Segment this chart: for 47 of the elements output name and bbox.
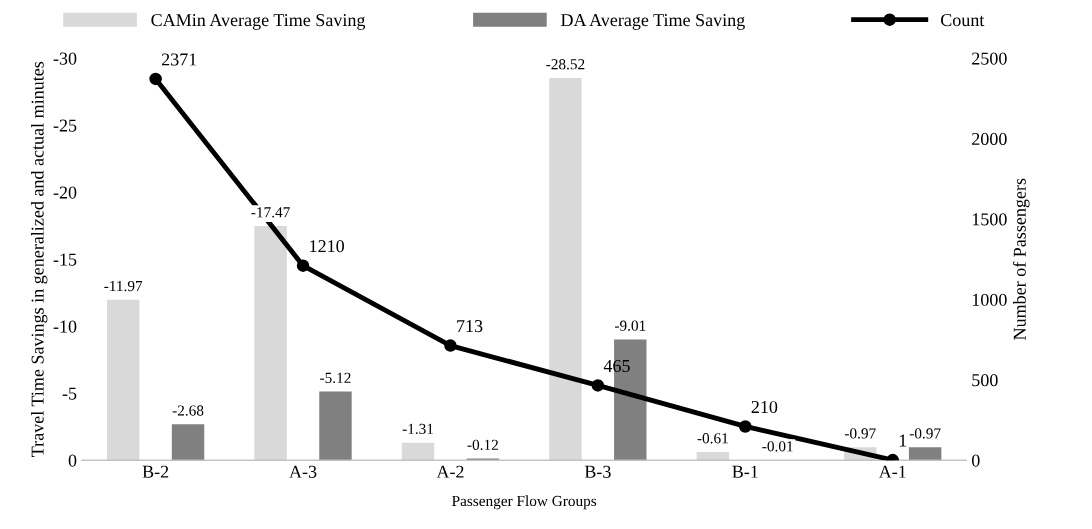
y-tick-label: -15 — [53, 253, 77, 266]
data-label: -17.47 — [251, 207, 290, 218]
y-tick-label: -10 — [53, 320, 77, 333]
y2-tick-label: 1000 — [972, 293, 1007, 306]
data-label: -0.01 — [762, 441, 793, 452]
point — [296, 259, 310, 272]
data-label: -28.52 — [546, 59, 585, 70]
data-label: 1 — [899, 434, 907, 447]
x-tick-label: A-1 — [878, 465, 906, 478]
y2-tick-label: 0 — [971, 454, 980, 467]
y2-axis-title: Number of Passengers — [1012, 178, 1030, 340]
data-label: 2371 — [161, 53, 197, 66]
data-label: -1.31 — [402, 423, 434, 435]
point — [149, 72, 162, 86]
data-label: -0.61 — [697, 433, 728, 444]
legend-label: DA Average Time Saving — [560, 14, 745, 30]
y2-tick-label: 2000 — [972, 132, 1007, 146]
data-label: -9.01 — [614, 320, 646, 331]
point — [591, 379, 605, 392]
x-tick-label: A-3 — [289, 465, 317, 478]
legend-label: CAMin Average Time Saving — [151, 14, 366, 30]
point — [739, 420, 752, 433]
y-tick-label: -25 — [53, 119, 77, 132]
data-label: -2.68 — [172, 405, 204, 416]
data-label: -11.97 — [104, 280, 143, 292]
legend-label: Count — [940, 14, 985, 27]
data-label: -0.12 — [467, 439, 498, 451]
x-tick-label: B-2 — [142, 465, 169, 478]
x-tick-label: A-2 — [436, 465, 464, 478]
data-label: -5.12 — [320, 372, 351, 384]
y-tick-label: -30 — [53, 52, 77, 65]
data-label: 210 — [751, 400, 778, 414]
y2-tick-label: 1500 — [972, 213, 1007, 226]
x-tick-label: B-3 — [584, 465, 611, 478]
y-tick-label: -20 — [53, 186, 77, 199]
x-tick-label: B-1 — [732, 465, 758, 478]
x-axis-title: Passenger Flow Groups — [452, 495, 597, 510]
y-axis-title: Travel Time Savings in generalized and actual minutes — [30, 61, 48, 457]
point — [444, 339, 457, 352]
data-label: -0.97 — [909, 428, 941, 439]
y-tick-label: -5 — [62, 387, 77, 400]
data-label: -0.97 — [844, 428, 876, 439]
y2-tick-label: 500 — [972, 374, 998, 387]
data-label: 713 — [457, 320, 483, 333]
data-label: 1210 — [310, 240, 345, 253]
y-tick-label: 0 — [68, 454, 77, 467]
y2-tick-label: 2500 — [972, 52, 1007, 65]
